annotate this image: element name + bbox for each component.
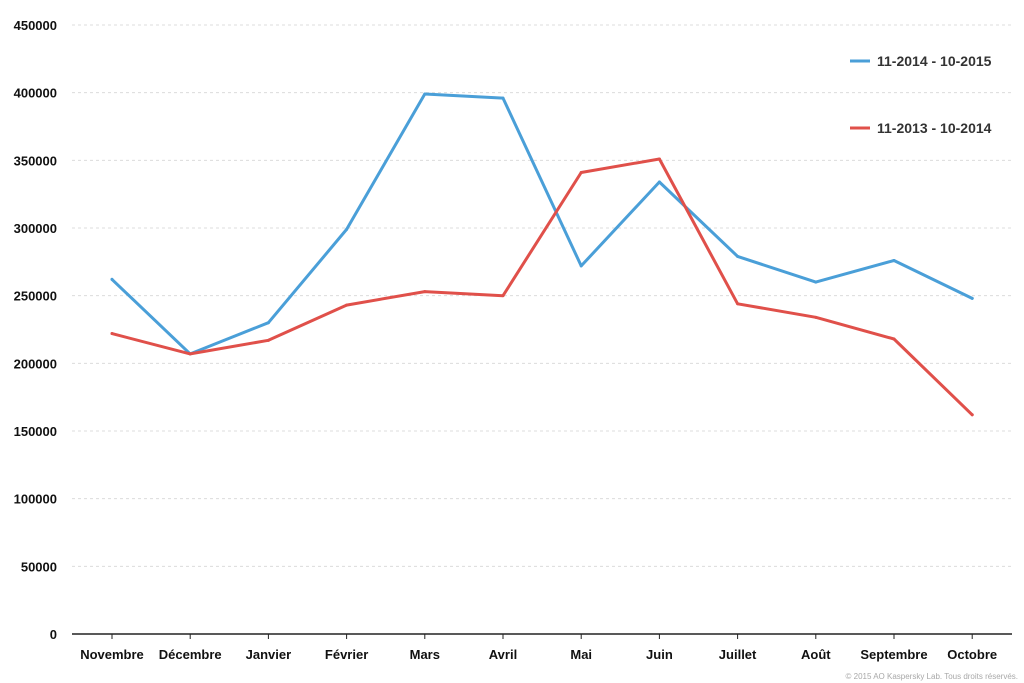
series-layer <box>110 92 974 417</box>
y-tick-label: 350000 <box>14 153 57 168</box>
data-point <box>423 290 427 294</box>
data-point <box>501 96 505 100</box>
x-tick-label: Décembre <box>159 647 222 662</box>
x-axis: Novembre Décembre Janvier Février Mars Avril M… <box>72 633 1012 662</box>
x-tick-label: Octobre <box>947 647 997 662</box>
x-tick-label: Juin <box>646 647 673 662</box>
data-point <box>892 337 896 341</box>
data-point <box>970 413 974 417</box>
legend: 11-2014 - 10-2015 11-2013 - 10-2014 <box>850 53 992 136</box>
x-tick-label: Septembre <box>860 647 927 662</box>
data-point <box>579 171 583 175</box>
y-tick-label: 200000 <box>14 356 57 371</box>
data-point <box>501 294 505 298</box>
y-tick-label: 400000 <box>14 86 57 101</box>
data-point <box>814 280 818 284</box>
data-point <box>188 352 192 356</box>
data-point <box>814 315 818 319</box>
data-point <box>736 254 740 258</box>
y-tick-label: 450000 <box>14 18 57 33</box>
y-tick-label: 100000 <box>14 492 57 507</box>
data-point <box>657 157 661 161</box>
data-point <box>423 92 427 96</box>
x-tick-label: Août <box>801 647 831 662</box>
y-tick-label: 300000 <box>14 221 57 236</box>
data-point <box>736 302 740 306</box>
legend-label-1: 11-2014 - 10-2015 <box>877 53 992 69</box>
x-tick-label: Février <box>325 647 368 662</box>
y-tick-label: 0 <box>50 627 57 642</box>
y-tick-label: 250000 <box>14 289 57 304</box>
data-point <box>970 296 974 300</box>
data-point <box>892 258 896 262</box>
x-tick-label: Janvier <box>246 647 292 662</box>
data-point <box>266 338 270 342</box>
data-point <box>345 227 349 231</box>
series-line-2 <box>110 157 974 417</box>
data-point <box>345 303 349 307</box>
x-tick-label: Mai <box>570 647 592 662</box>
x-tick-label: Mars <box>410 647 440 662</box>
data-point <box>110 277 114 281</box>
data-point <box>266 321 270 325</box>
data-point <box>657 180 661 184</box>
legend-label-2: 11-2013 - 10-2014 <box>877 120 992 136</box>
x-tick-label: Avril <box>489 647 517 662</box>
y-axis: 0 50000 100000 150000 200000 250000 300000 3500… <box>14 18 57 642</box>
copyright-notice: © 2015 AO Kaspersky Lab. Tous droits rés… <box>846 672 1019 681</box>
y-tick-label: 50000 <box>21 559 57 574</box>
data-point <box>110 332 114 336</box>
series-line-1 <box>110 92 974 356</box>
grid <box>72 24 1012 567</box>
x-tick-label: Juillet <box>719 647 757 662</box>
data-point <box>579 264 583 268</box>
y-tick-label: 150000 <box>14 424 57 439</box>
x-tick-label: Novembre <box>80 647 144 662</box>
